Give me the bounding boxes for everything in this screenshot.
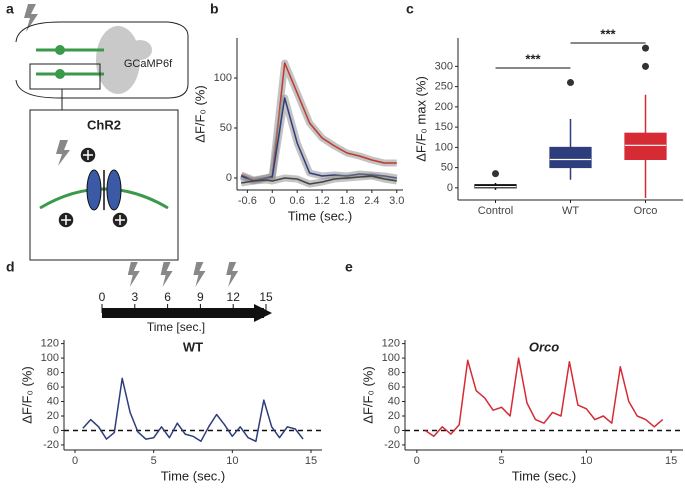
x-tick-label: 1.2 bbox=[314, 195, 329, 207]
x-tick-label: 0.6 bbox=[290, 195, 305, 207]
y-tick-label: 0 bbox=[394, 424, 400, 436]
y-tick-label: 40 bbox=[388, 395, 400, 407]
y-tick-label: 0 bbox=[447, 182, 453, 194]
zoom-box bbox=[29, 63, 101, 90]
y-tick-label: 150 bbox=[435, 121, 453, 133]
x-tick-label: 6 bbox=[164, 290, 171, 304]
x-tick-label: 0 bbox=[72, 455, 78, 467]
y-tick-label: 50 bbox=[220, 122, 232, 134]
x-tick-label: 1.8 bbox=[339, 195, 354, 207]
panel-label: c bbox=[406, 1, 414, 17]
y-axis-label: ΔF/F₀ max (%) bbox=[413, 76, 428, 162]
x-tick-label: 0 bbox=[269, 195, 275, 207]
line bbox=[82, 377, 304, 443]
line bbox=[424, 357, 664, 438]
y-tick-label: 50 bbox=[441, 162, 453, 174]
channel bbox=[106, 169, 122, 211]
glomerulus bbox=[128, 40, 152, 60]
panel-label: e bbox=[345, 259, 353, 275]
y-tick-label: 60 bbox=[47, 381, 59, 393]
x-tick-label: WT bbox=[562, 205, 579, 217]
stimulus bbox=[193, 262, 206, 287]
panel-label: a bbox=[6, 1, 14, 17]
light-icon bbox=[24, 4, 38, 32]
brain-outline bbox=[15, 21, 189, 99]
ion-icons bbox=[57, 146, 129, 229]
stimulus bbox=[127, 262, 140, 287]
x-axis-label: Time (sec.) bbox=[161, 468, 226, 483]
x-tick-label: 5 bbox=[151, 455, 157, 467]
glomerulus bbox=[96, 26, 140, 94]
y-tick-label: 100 bbox=[435, 141, 453, 153]
y-tick-label: 250 bbox=[435, 81, 453, 93]
time-arrow-head bbox=[254, 304, 272, 322]
x-tick-label: Orco bbox=[634, 205, 658, 217]
panel-label: b bbox=[210, 1, 219, 17]
box bbox=[549, 146, 592, 169]
significance-label: *** bbox=[600, 26, 616, 41]
x-axis-label: Time (sec.) bbox=[512, 468, 577, 483]
y-tick-label: 40 bbox=[47, 395, 59, 407]
y-tick-label: 120 bbox=[41, 338, 59, 350]
y-tick-label: 300 bbox=[435, 60, 453, 72]
y-tick-label: 120 bbox=[382, 338, 400, 350]
x-tick-label: 0 bbox=[99, 290, 106, 304]
y-axis-label: ΔF/F₀ (%) bbox=[360, 366, 375, 423]
chart-title: WT bbox=[183, 339, 203, 354]
channel bbox=[86, 169, 102, 211]
x-tick-label: 5 bbox=[499, 455, 505, 467]
y-tick-label: 0 bbox=[53, 424, 59, 436]
y-tick-label: -20 bbox=[384, 439, 400, 451]
y-axis-label: ΔF/F₀ (%) bbox=[19, 366, 34, 423]
outlier bbox=[642, 62, 649, 70]
significance-label: *** bbox=[525, 51, 541, 66]
x-tick-label: Control bbox=[478, 205, 513, 217]
outlier bbox=[642, 44, 649, 52]
neuron-soma bbox=[55, 69, 65, 79]
x-axis-label: Time (sec.) bbox=[288, 208, 353, 223]
outlier bbox=[492, 170, 499, 178]
x-tick-label: -0.6 bbox=[238, 195, 257, 207]
x-tick-label: 15 bbox=[305, 455, 317, 467]
stimulus bbox=[226, 262, 239, 287]
x-tick-label: 12 bbox=[227, 290, 241, 304]
x-tick-label: 15 bbox=[665, 455, 677, 467]
light-icon bbox=[56, 140, 70, 166]
x-tick-label: 10 bbox=[226, 455, 238, 467]
y-tick-label: 100 bbox=[214, 72, 232, 84]
y-tick-label: -20 bbox=[43, 439, 59, 451]
x-tick-label: 2.4 bbox=[364, 195, 379, 207]
x-tick-label: 10 bbox=[580, 455, 592, 467]
x-tick-label: 0 bbox=[414, 455, 420, 467]
gcamp-label: GCaMP6f bbox=[124, 58, 173, 70]
inset-title: ChR2 bbox=[87, 117, 121, 132]
line bbox=[241, 175, 397, 185]
panel-label: d bbox=[6, 259, 15, 275]
outlier bbox=[567, 79, 574, 87]
diagram: GCaMP6f ChR2 bbox=[15, 4, 189, 261]
x-axis-label: Time [sec.] bbox=[147, 320, 205, 334]
y-axis-label: ΔF/F₀ (%) bbox=[192, 85, 207, 142]
chart-title: Orco bbox=[529, 339, 559, 354]
x-tick-label: 3.0 bbox=[389, 195, 404, 207]
neuron-soma bbox=[55, 45, 65, 55]
x-tick-label: 3 bbox=[131, 290, 138, 304]
x-tick-label: 15 bbox=[259, 290, 273, 304]
y-tick-label: 0 bbox=[226, 172, 232, 184]
y-tick-label: 20 bbox=[388, 410, 400, 422]
y-tick-label: 80 bbox=[388, 366, 400, 378]
x-tick-label: 9 bbox=[197, 290, 204, 304]
y-tick-label: 80 bbox=[47, 366, 59, 378]
y-tick-label: 60 bbox=[388, 381, 400, 393]
y-tick-label: 20 bbox=[47, 410, 59, 422]
y-tick-label: 200 bbox=[435, 101, 453, 113]
box bbox=[624, 132, 667, 161]
error-band bbox=[239, 59, 397, 184]
y-tick-label: 100 bbox=[382, 352, 400, 364]
time-arrow bbox=[102, 308, 264, 318]
y-tick-label: 100 bbox=[41, 352, 59, 364]
stimulus bbox=[160, 262, 173, 287]
